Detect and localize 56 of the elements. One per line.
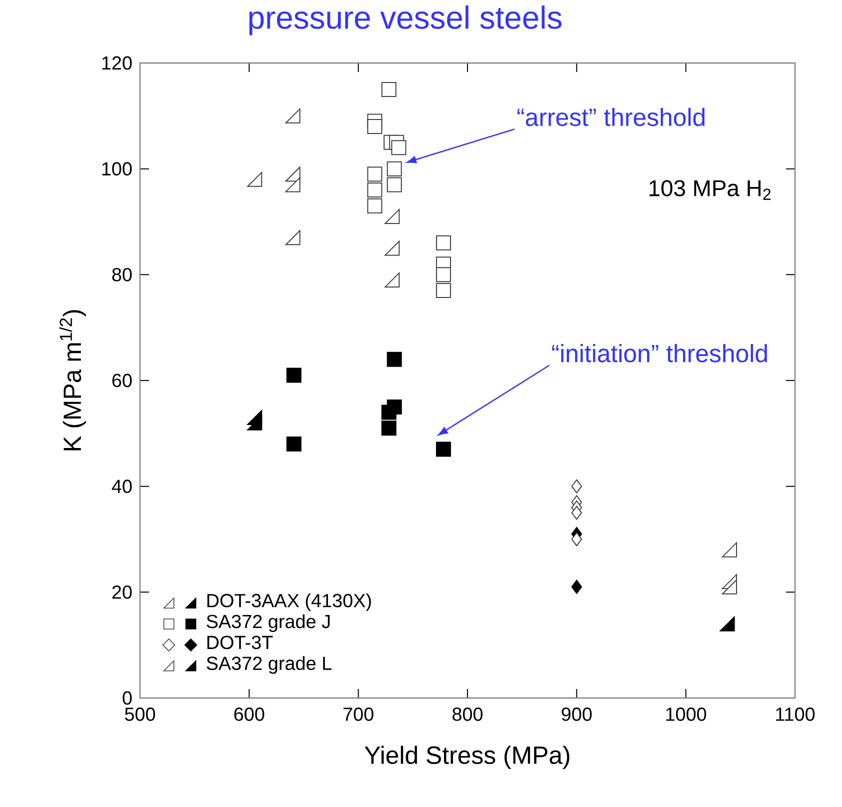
annotation: “arrest” threshold — [517, 108, 705, 126]
point — [285, 166, 300, 182]
point — [381, 82, 396, 97]
point — [571, 506, 582, 520]
point — [722, 542, 738, 558]
point — [386, 177, 402, 192]
x-axis-title: Yield Stress (MPa) — [364, 746, 570, 769]
x-tick-label: 1000 — [666, 708, 706, 721]
point — [436, 235, 451, 250]
x-tick-label: 700 — [344, 708, 374, 721]
annotation: “initiation” threshold — [552, 344, 767, 362]
point — [247, 172, 262, 187]
point — [286, 368, 302, 383]
legend-label: DOT-3T — [207, 636, 273, 650]
point — [384, 240, 400, 256]
point — [247, 410, 262, 426]
x-tick-label: 800 — [452, 708, 483, 721]
y-tick-label: 20 — [112, 585, 132, 599]
x-tick-label: 1100 — [776, 708, 815, 721]
legend-label: SA372 grade L — [206, 656, 332, 674]
point — [367, 182, 382, 198]
point — [367, 198, 382, 214]
point — [384, 272, 400, 288]
y-tick-label: 60 — [112, 374, 132, 388]
legend-label: SA372 grade J — [206, 614, 330, 632]
y-axis-title: K (MPa m$^{1/2}$) — [59, 310, 86, 450]
point — [384, 208, 400, 224]
point — [391, 140, 406, 156]
point — [285, 177, 300, 192]
y-tick-label: 100 — [102, 162, 132, 176]
y-tick-label: 80 — [112, 268, 132, 282]
x-tick-label: 500 — [124, 708, 156, 721]
point — [367, 118, 382, 134]
point — [720, 616, 735, 632]
point — [285, 108, 300, 124]
point — [571, 580, 582, 594]
y-tick-label: 40 — [112, 480, 132, 494]
y-tick-label: 0 — [122, 691, 132, 705]
point — [436, 267, 451, 282]
chart-title: pressure vessel steels — [249, 6, 562, 36]
point — [571, 479, 582, 494]
point — [286, 436, 302, 452]
point — [381, 420, 396, 436]
point — [386, 352, 402, 367]
x-tick-label: 600 — [234, 708, 264, 721]
point — [436, 442, 451, 457]
legend-label: DOT-3AAX (4130X) — [207, 593, 371, 612]
annotation: 103 MPa H$_{2}$ — [650, 180, 771, 200]
x-tick-label: 900 — [562, 708, 592, 721]
point — [367, 166, 382, 182]
point — [722, 579, 738, 594]
point — [381, 404, 396, 420]
point — [386, 161, 402, 176]
y-tick-label: 120 — [102, 56, 132, 70]
point — [571, 532, 582, 546]
point — [285, 230, 300, 246]
